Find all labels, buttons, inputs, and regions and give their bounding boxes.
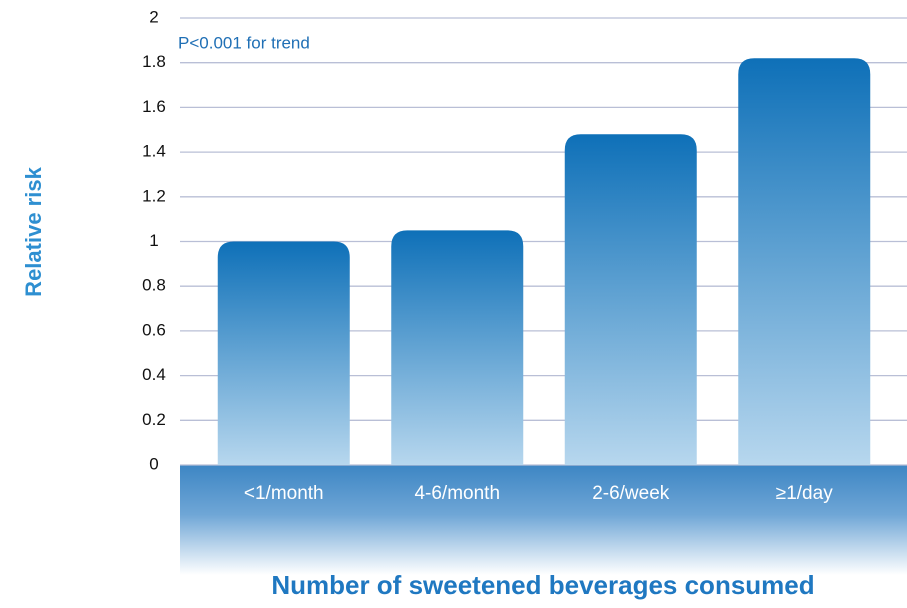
x-tick-label: ≥1/day <box>776 483 833 504</box>
y-tick-label: 1.8 <box>142 52 166 71</box>
y-tick-label: 0.2 <box>142 410 166 429</box>
y-tick-label: 0.6 <box>142 320 166 339</box>
y-axis-title: Relative risk <box>21 166 46 296</box>
y-tick-label: 1.4 <box>142 142 166 161</box>
y-tick-label: 1 <box>149 231 158 250</box>
bar <box>391 230 524 465</box>
y-tick-label: 0.8 <box>142 276 166 295</box>
x-tick-label: <1/month <box>244 483 324 504</box>
y-tick-label: 1.6 <box>142 97 166 116</box>
bar <box>738 58 871 465</box>
x-tick-label: 2-6/week <box>592 483 670 504</box>
x-tick-label: 4-6/month <box>414 483 500 504</box>
x-axis-band <box>180 465 907 575</box>
bar <box>564 134 697 465</box>
annotation: P<0.001 for trend <box>178 33 310 52</box>
y-tick-label: 0.4 <box>142 365 166 384</box>
y-tick-label: 1.2 <box>142 186 166 205</box>
y-tick-label: 2 <box>149 7 158 26</box>
x-axis-title: Number of sweetened beverages consumed <box>271 570 814 600</box>
y-tick-label: 0 <box>149 454 158 473</box>
bar <box>217 241 350 465</box>
